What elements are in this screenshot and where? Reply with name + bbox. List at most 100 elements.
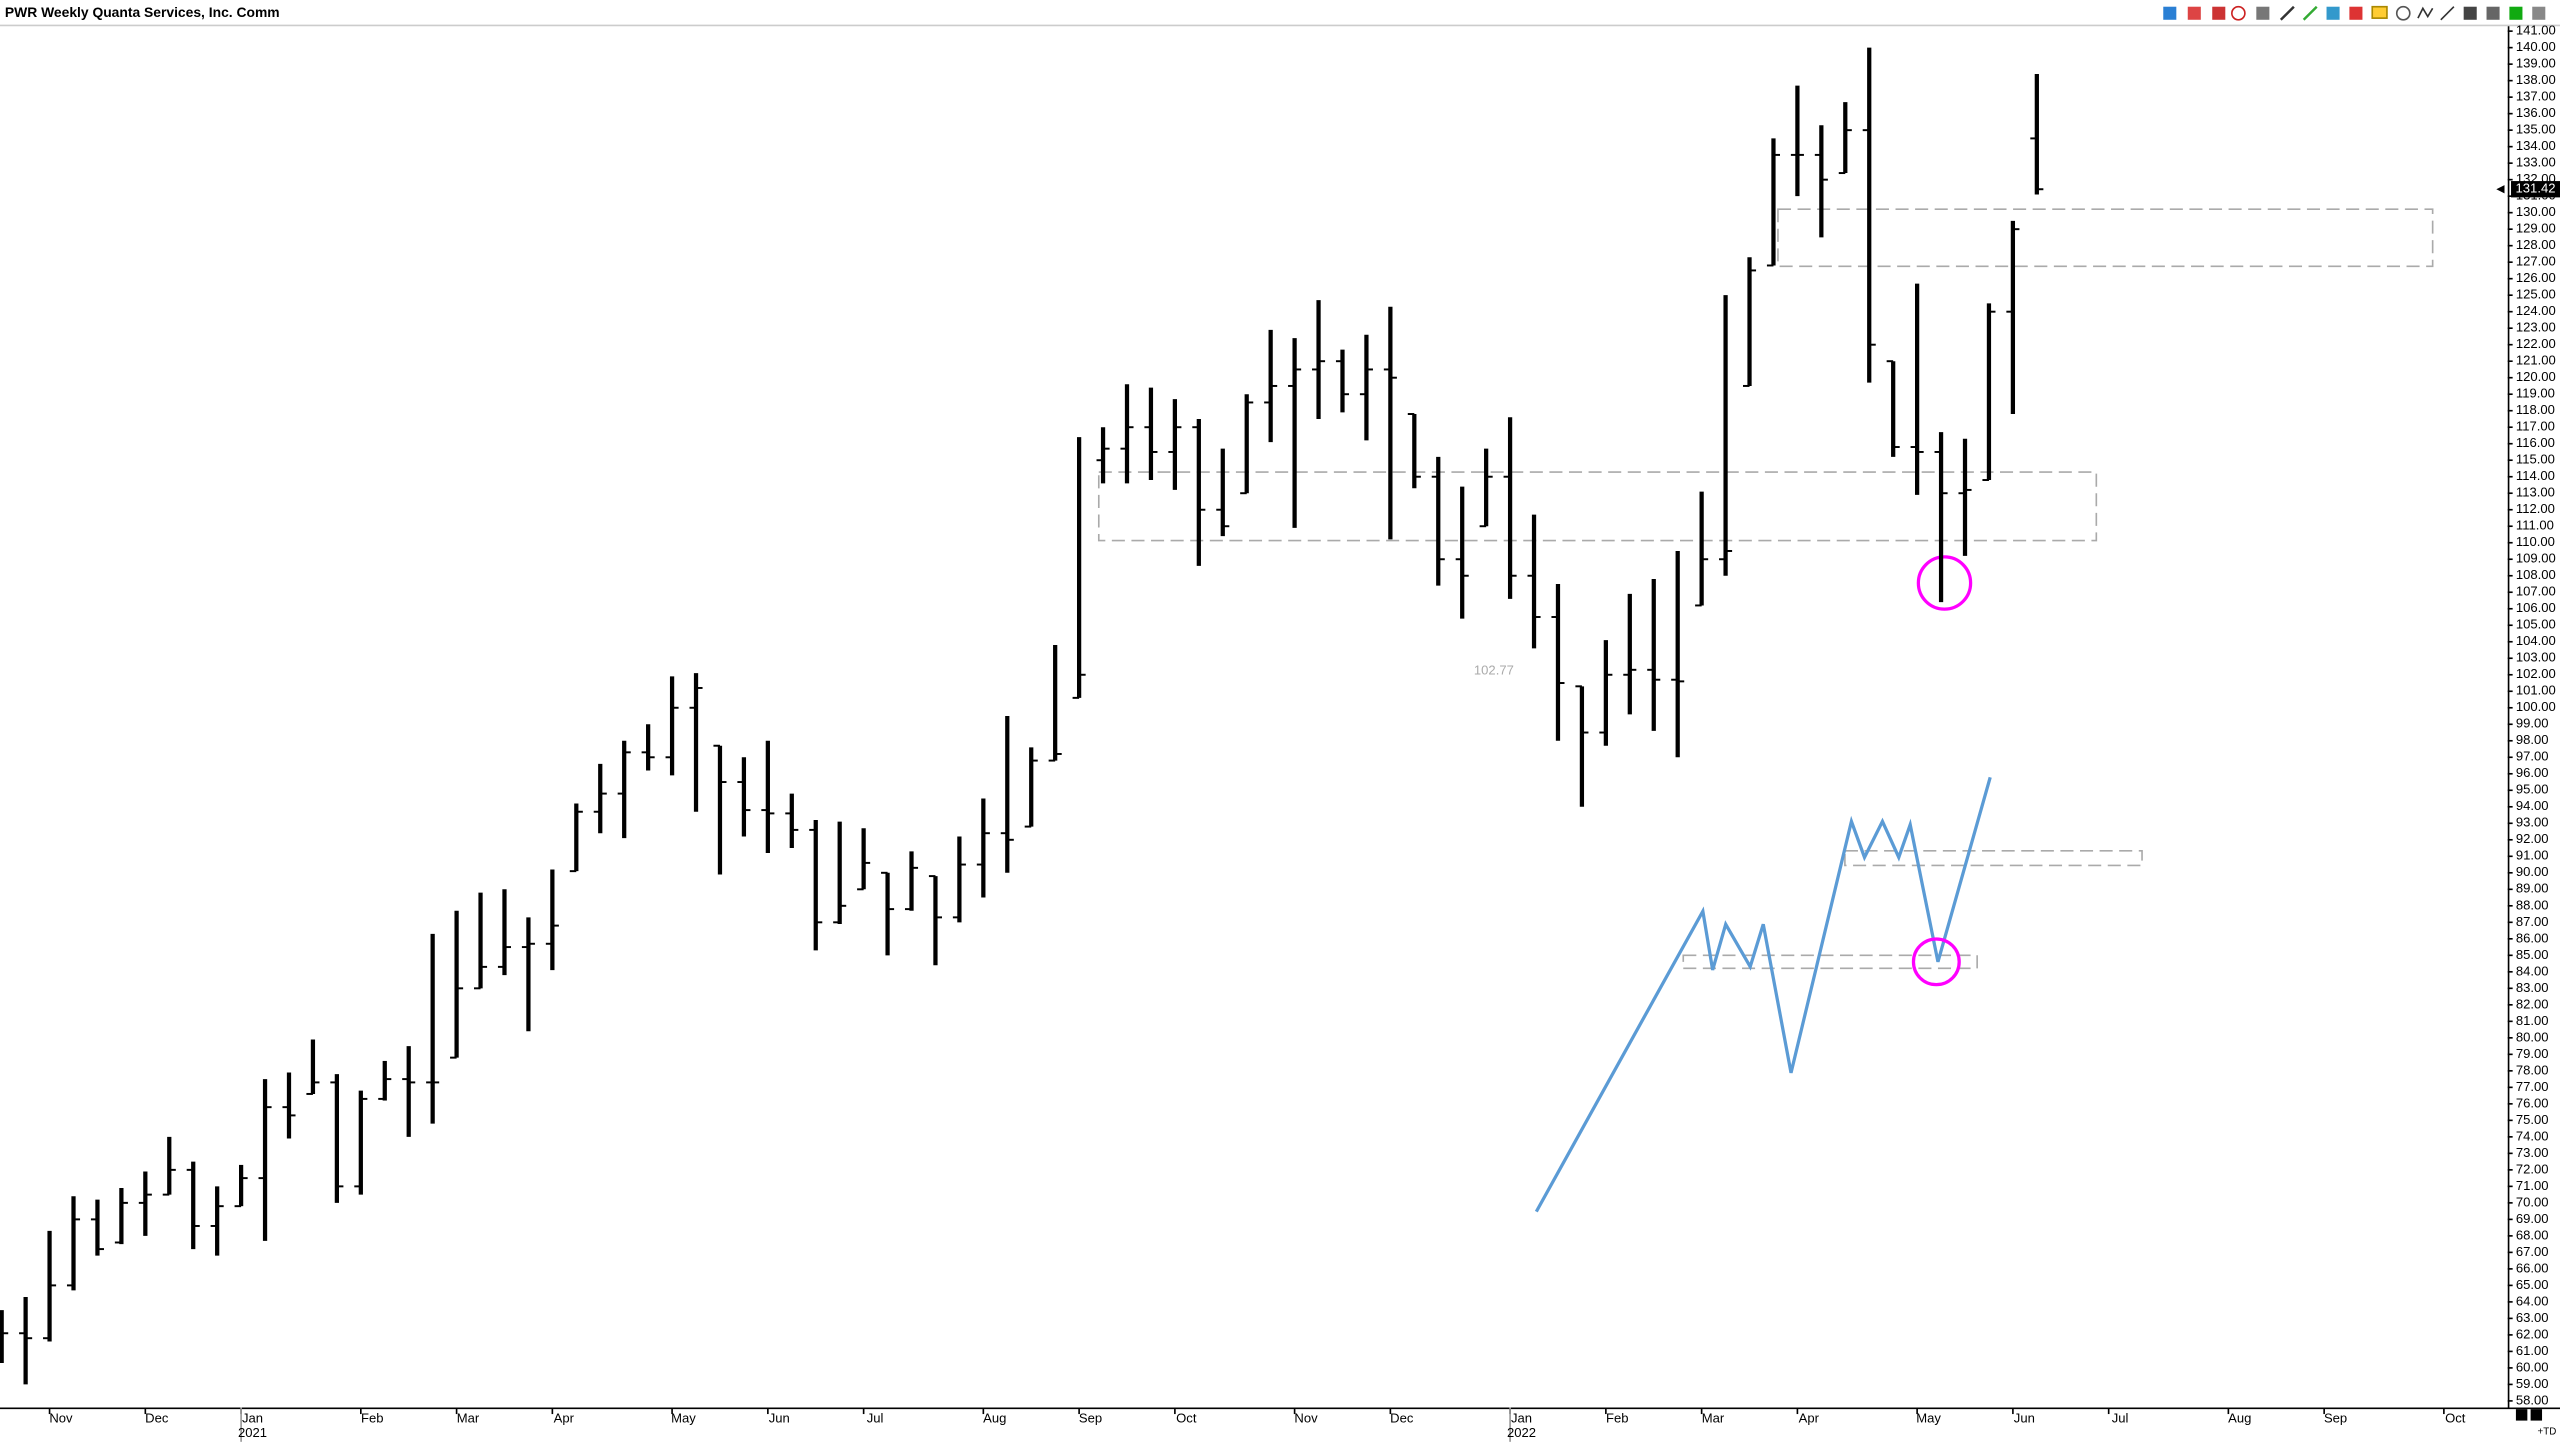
toolbar[interactable] (2163, 5, 2546, 21)
y-tick-label: 98.00 (2516, 732, 2549, 747)
y-tick-label: 121.00 (2516, 353, 2556, 368)
chart-title: PWR Weekly Quanta Services, Inc. Comm (5, 4, 280, 20)
x-tick-label: Nov (1294, 1410, 1318, 1425)
x-tick-label: Sep (2324, 1410, 2347, 1425)
y-tick-label: 88.00 (2516, 897, 2549, 912)
highlight-circle (1916, 555, 1973, 611)
y-tick-label: 75.00 (2516, 1112, 2549, 1127)
y-tick-label: 95.00 (2516, 782, 2549, 797)
tool-icon[interactable] (2279, 5, 2295, 21)
x-tick-label: Mar (1702, 1410, 1725, 1425)
y-tick-label: 140.00 (2516, 39, 2556, 54)
x-tick-label: Aug (983, 1410, 1006, 1425)
y-tick-label: 133.00 (2516, 155, 2556, 170)
tool-icon[interactable] (2463, 6, 2477, 20)
y-tick-label: 106.00 (2516, 600, 2556, 615)
y-tick-label: 126.00 (2516, 270, 2556, 285)
x-tick-label: Jan (1511, 1410, 1532, 1425)
corner-label: +TD (2538, 1427, 2557, 1438)
y-tick-label: 65.00 (2516, 1277, 2549, 1292)
y-tick-label: 123.00 (2516, 320, 2556, 335)
tool-icon[interactable] (2509, 6, 2523, 20)
y-tick-label: 122.00 (2516, 336, 2556, 351)
x-tick-label: Nov (49, 1410, 73, 1425)
tool-icon[interactable] (2231, 5, 2246, 21)
zone-rect (1097, 471, 2098, 542)
y-tick-label: 86.00 (2516, 930, 2549, 945)
x-tick-label: Sep (1079, 1410, 1102, 1425)
y-tick-label: 80.00 (2516, 1029, 2549, 1044)
tool-icon[interactable] (2486, 6, 2500, 20)
x-tick-label: Aug (2228, 1410, 2251, 1425)
y-tick-label: 71.00 (2516, 1178, 2549, 1193)
tool-icon[interactable] (2349, 6, 2363, 20)
x-tick-label: Feb (1606, 1410, 1628, 1425)
y-tick-label: 78.00 (2516, 1062, 2549, 1077)
tool-icon[interactable] (2326, 6, 2340, 20)
y-tick-label: 81.00 (2516, 1013, 2549, 1028)
y-tick-label: 136.00 (2516, 105, 2556, 120)
y-tick-label: 135.00 (2516, 122, 2556, 137)
y-tick-label: 76.00 (2516, 1095, 2549, 1110)
y-tick-label: 113.00 (2516, 485, 2555, 500)
x-tick-label: Dec (1390, 1410, 1414, 1425)
y-tick-label: 110.00 (2516, 534, 2555, 549)
y-tick-label: 96.00 (2516, 765, 2549, 780)
y-tick-label: 139.00 (2516, 56, 2556, 71)
y-tick-label: 120.00 (2516, 369, 2556, 384)
y-tick-label: 107.00 (2516, 584, 2556, 599)
y-tick-label: 104.00 (2516, 633, 2556, 648)
x-tick-label: Oct (1176, 1410, 1197, 1425)
x-tick-label: Feb (361, 1410, 383, 1425)
tool-icon[interactable] (2395, 5, 2411, 21)
y-tick-label: 108.00 (2516, 567, 2556, 582)
tool-icon[interactable] (2417, 6, 2434, 19)
y-tick-label: 74.00 (2516, 1128, 2549, 1143)
y-tick-label: 115.00 (2516, 452, 2555, 467)
y-tick-label: 103.00 (2516, 650, 2556, 665)
y-tick-label: 93.00 (2516, 815, 2549, 830)
last-price-arrow (2496, 185, 2505, 194)
y-tick-label: 124.00 (2516, 303, 2556, 318)
y-tick-label: 111.00 (2516, 518, 2554, 533)
y-tick-label: 100.00 (2516, 699, 2556, 714)
zone-rect (1777, 208, 2434, 268)
y-tick-label: 84.00 (2516, 963, 2549, 978)
y-tick-label: 125.00 (2516, 287, 2556, 302)
y-tick-label: 68.00 (2516, 1227, 2549, 1242)
tool-icon[interactable] (2440, 6, 2455, 21)
y-tick-label: 119.00 (2516, 386, 2555, 401)
tool-icon[interactable] (2532, 6, 2546, 20)
zone-rect (1844, 849, 2143, 867)
y-tick-label: 83.00 (2516, 980, 2549, 995)
y-tick-label: 129.00 (2516, 221, 2556, 236)
highlight-circle (1911, 937, 1961, 987)
tool-icon[interactable] (2371, 5, 2388, 19)
y-tick-label: 114.00 (2516, 468, 2555, 483)
corner-box (2515, 1409, 2528, 1421)
y-tick-label: 69.00 (2516, 1211, 2549, 1226)
y-tick-label: 79.00 (2516, 1046, 2549, 1061)
y-tick-label: 137.00 (2516, 89, 2556, 104)
y-tick-label: 94.00 (2516, 798, 2549, 813)
tool-icon[interactable] (2163, 6, 2177, 20)
y-tick-label: 141.00 (2516, 23, 2556, 38)
tool-icon[interactable] (2212, 6, 2226, 20)
y-tick-label: 66.00 (2516, 1260, 2549, 1275)
y-tick-label: 91.00 (2516, 848, 2549, 863)
tool-icon[interactable] (2187, 6, 2201, 20)
y-tick-label: 101.00 (2516, 683, 2556, 698)
tool-icon[interactable] (2256, 6, 2270, 20)
y-tick-label: 130.00 (2516, 204, 2556, 219)
x-tick-label: Jun (2014, 1410, 2035, 1425)
y-tick-label: 99.00 (2516, 716, 2549, 731)
drawings (1097, 208, 2434, 1213)
y-tick-label: 70.00 (2516, 1194, 2549, 1209)
y-tick-label: 73.00 (2516, 1145, 2549, 1160)
y-tick-label: 118.00 (2516, 402, 2555, 417)
tool-icon[interactable] (2302, 5, 2318, 21)
y-tick-label: 109.00 (2516, 551, 2556, 566)
x-tick-label: Jul (2112, 1410, 2129, 1425)
year-label: 2022 (1507, 1425, 1536, 1440)
